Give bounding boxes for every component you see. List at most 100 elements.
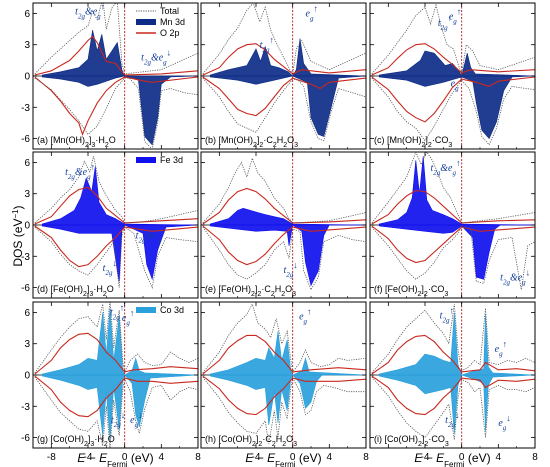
orbital-annotation: t2g↑	[110, 303, 124, 322]
orbital-annotation: t2g↓	[111, 410, 125, 429]
y-tick-label: 0	[24, 371, 30, 382]
orbital-annotation: t2g↓	[284, 260, 298, 279]
x-axis-title: E − EFermi (eV)	[245, 451, 321, 467]
x-axis-title: E − EFermi (eV)	[414, 451, 490, 467]
y-tick-label: 6	[24, 9, 30, 20]
series-co-3d-up	[41, 308, 198, 376]
series-mn-3d-up	[209, 38, 366, 77]
series-fe-3d-up	[378, 156, 535, 226]
x-tick-label: 4	[496, 452, 502, 463]
x-axis-title: E − EFermi (eV)	[77, 451, 153, 467]
y-tick-label: 3	[24, 40, 30, 51]
y-tick-label: 3	[24, 339, 30, 350]
plot-area-d	[33, 152, 198, 298]
series-fe-3d-up	[41, 166, 198, 226]
legend-label: Mn 3d	[160, 17, 185, 27]
x-tick-label: -4	[421, 452, 430, 463]
series-o-2p-up	[202, 187, 366, 225]
orbital-annotation: t2g↑	[260, 35, 274, 54]
axis-titles: DOS (eV−1) E − EFermi (eV) E − EFermi (e…	[11, 205, 491, 467]
series-o-2p-down	[371, 375, 535, 416]
series-o-2p-up	[202, 334, 366, 375]
plot-area-g	[33, 302, 198, 448]
series-o-2p-down	[202, 375, 366, 416]
series-o-2p-down	[202, 76, 366, 117]
y-axis-title: DOS (eV−1)	[11, 205, 26, 266]
orbital-annotation: eg↑	[449, 7, 461, 26]
x-tick-label: 4	[159, 452, 165, 463]
series-o-2p-down	[371, 76, 535, 123]
panel-label-c: (c) [Mn(OH)2]2·CO3	[374, 135, 452, 149]
legend-entry: Total	[136, 6, 179, 16]
series-mn-3d-down	[378, 75, 535, 140]
x-tick-label: -4	[84, 452, 93, 463]
series-o-2p-up	[371, 334, 535, 375]
legend-panel-g: Co 3d	[136, 305, 184, 315]
orbital-annotation: t2g↓	[103, 258, 117, 277]
orbital-annotation: eg↓	[498, 413, 510, 432]
series-co-3d-up	[378, 312, 535, 376]
y-tick-label: 0	[24, 221, 30, 232]
orbital-annotation: t2g&eg↓	[141, 47, 171, 66]
plot-area-f	[370, 152, 535, 298]
panel-h: -4 0 4 8 (h) [Co(OH)2]2·C2H2O3 eg↑	[200, 301, 369, 463]
x-tick-label: 8	[363, 452, 369, 463]
orbital-annotation: t2g&eg↓	[136, 226, 166, 245]
series-o-2p-up	[371, 43, 535, 76]
x-tick-label: 4	[327, 452, 333, 463]
y-tick-label: 3	[24, 189, 30, 200]
series-total-up	[371, 3, 535, 76]
y-tick-label: -3	[21, 402, 30, 413]
series-fe-3d-up	[209, 207, 366, 226]
panel-b: (b) [Mn(OH)2]2·C2H2O3 eg↑ t2g↑	[200, 2, 367, 150]
series-o-2p-up	[34, 332, 198, 375]
panel-f: (f) [Fe(OH)2]2·CO3 t2g&eg↑ t2g&eg↓	[369, 151, 536, 299]
series-mn-3d-up	[378, 50, 535, 77]
series-mn-3d-down	[209, 75, 366, 137]
series-total-up	[202, 303, 366, 374]
y-tick-label: -6	[21, 134, 30, 145]
y-tick-label: -3	[21, 252, 30, 263]
series-total-up	[371, 304, 535, 374]
legend-entry: Mn 3d	[136, 17, 185, 27]
series-total-up	[202, 157, 366, 224]
series-total-up	[371, 152, 535, 224]
panel-label-f: (f) [Fe(OH)2]2·CO3	[374, 284, 448, 298]
orbital-annotation: eg↑	[451, 73, 463, 92]
legend-swatch	[136, 307, 156, 313]
series-o-2p-down	[202, 225, 366, 266]
legend-swatch	[136, 19, 156, 25]
panel-label-a: (a) [Mn(OH)2]3·H2O	[37, 135, 116, 149]
legend-label: O 2p	[160, 28, 180, 38]
series-co-3d-down	[41, 374, 198, 440]
y-tick-label: -6	[21, 283, 30, 294]
x-tick-label: 0	[122, 452, 128, 463]
series-co-3d-down	[209, 374, 366, 426]
y-tick-label: -3	[21, 103, 30, 114]
series-total-up	[202, 3, 366, 75]
series-total-down	[202, 376, 366, 444]
panel-label-h: (h) [Co(OH)2]2·C2H2O3	[205, 434, 297, 448]
panel-i: -4 0 4 8 (i) [Co(OH)2]2·CO3 t2g↑ eg↑ t2g↓ eg↓	[369, 301, 538, 463]
plot-area-i	[370, 302, 535, 448]
legend-entry: Fe 3d	[136, 155, 183, 165]
series-total-down	[371, 376, 535, 440]
series-total-down	[34, 226, 198, 289]
x-tick-label: 8	[532, 452, 538, 463]
orbital-annotation: eg↓	[130, 410, 142, 429]
legend-entry: Co 3d	[136, 305, 184, 315]
x-tick-label: 8	[195, 452, 201, 463]
x-tick-label: -8	[47, 452, 56, 463]
legend-label: Fe 3d	[160, 155, 183, 165]
orbital-annotation: eg↑	[299, 307, 311, 326]
legend-swatch	[136, 157, 156, 163]
plot-area-c	[370, 3, 535, 149]
orbital-annotation: t2g&eg↑	[65, 162, 95, 181]
orbital-annotation: t2g&eg↑	[75, 1, 105, 20]
panel-label-g: (g) [Co(OH)2]3·H2O	[37, 434, 115, 448]
x-tick-label: 0	[290, 452, 296, 463]
plot-area-h	[201, 302, 366, 448]
